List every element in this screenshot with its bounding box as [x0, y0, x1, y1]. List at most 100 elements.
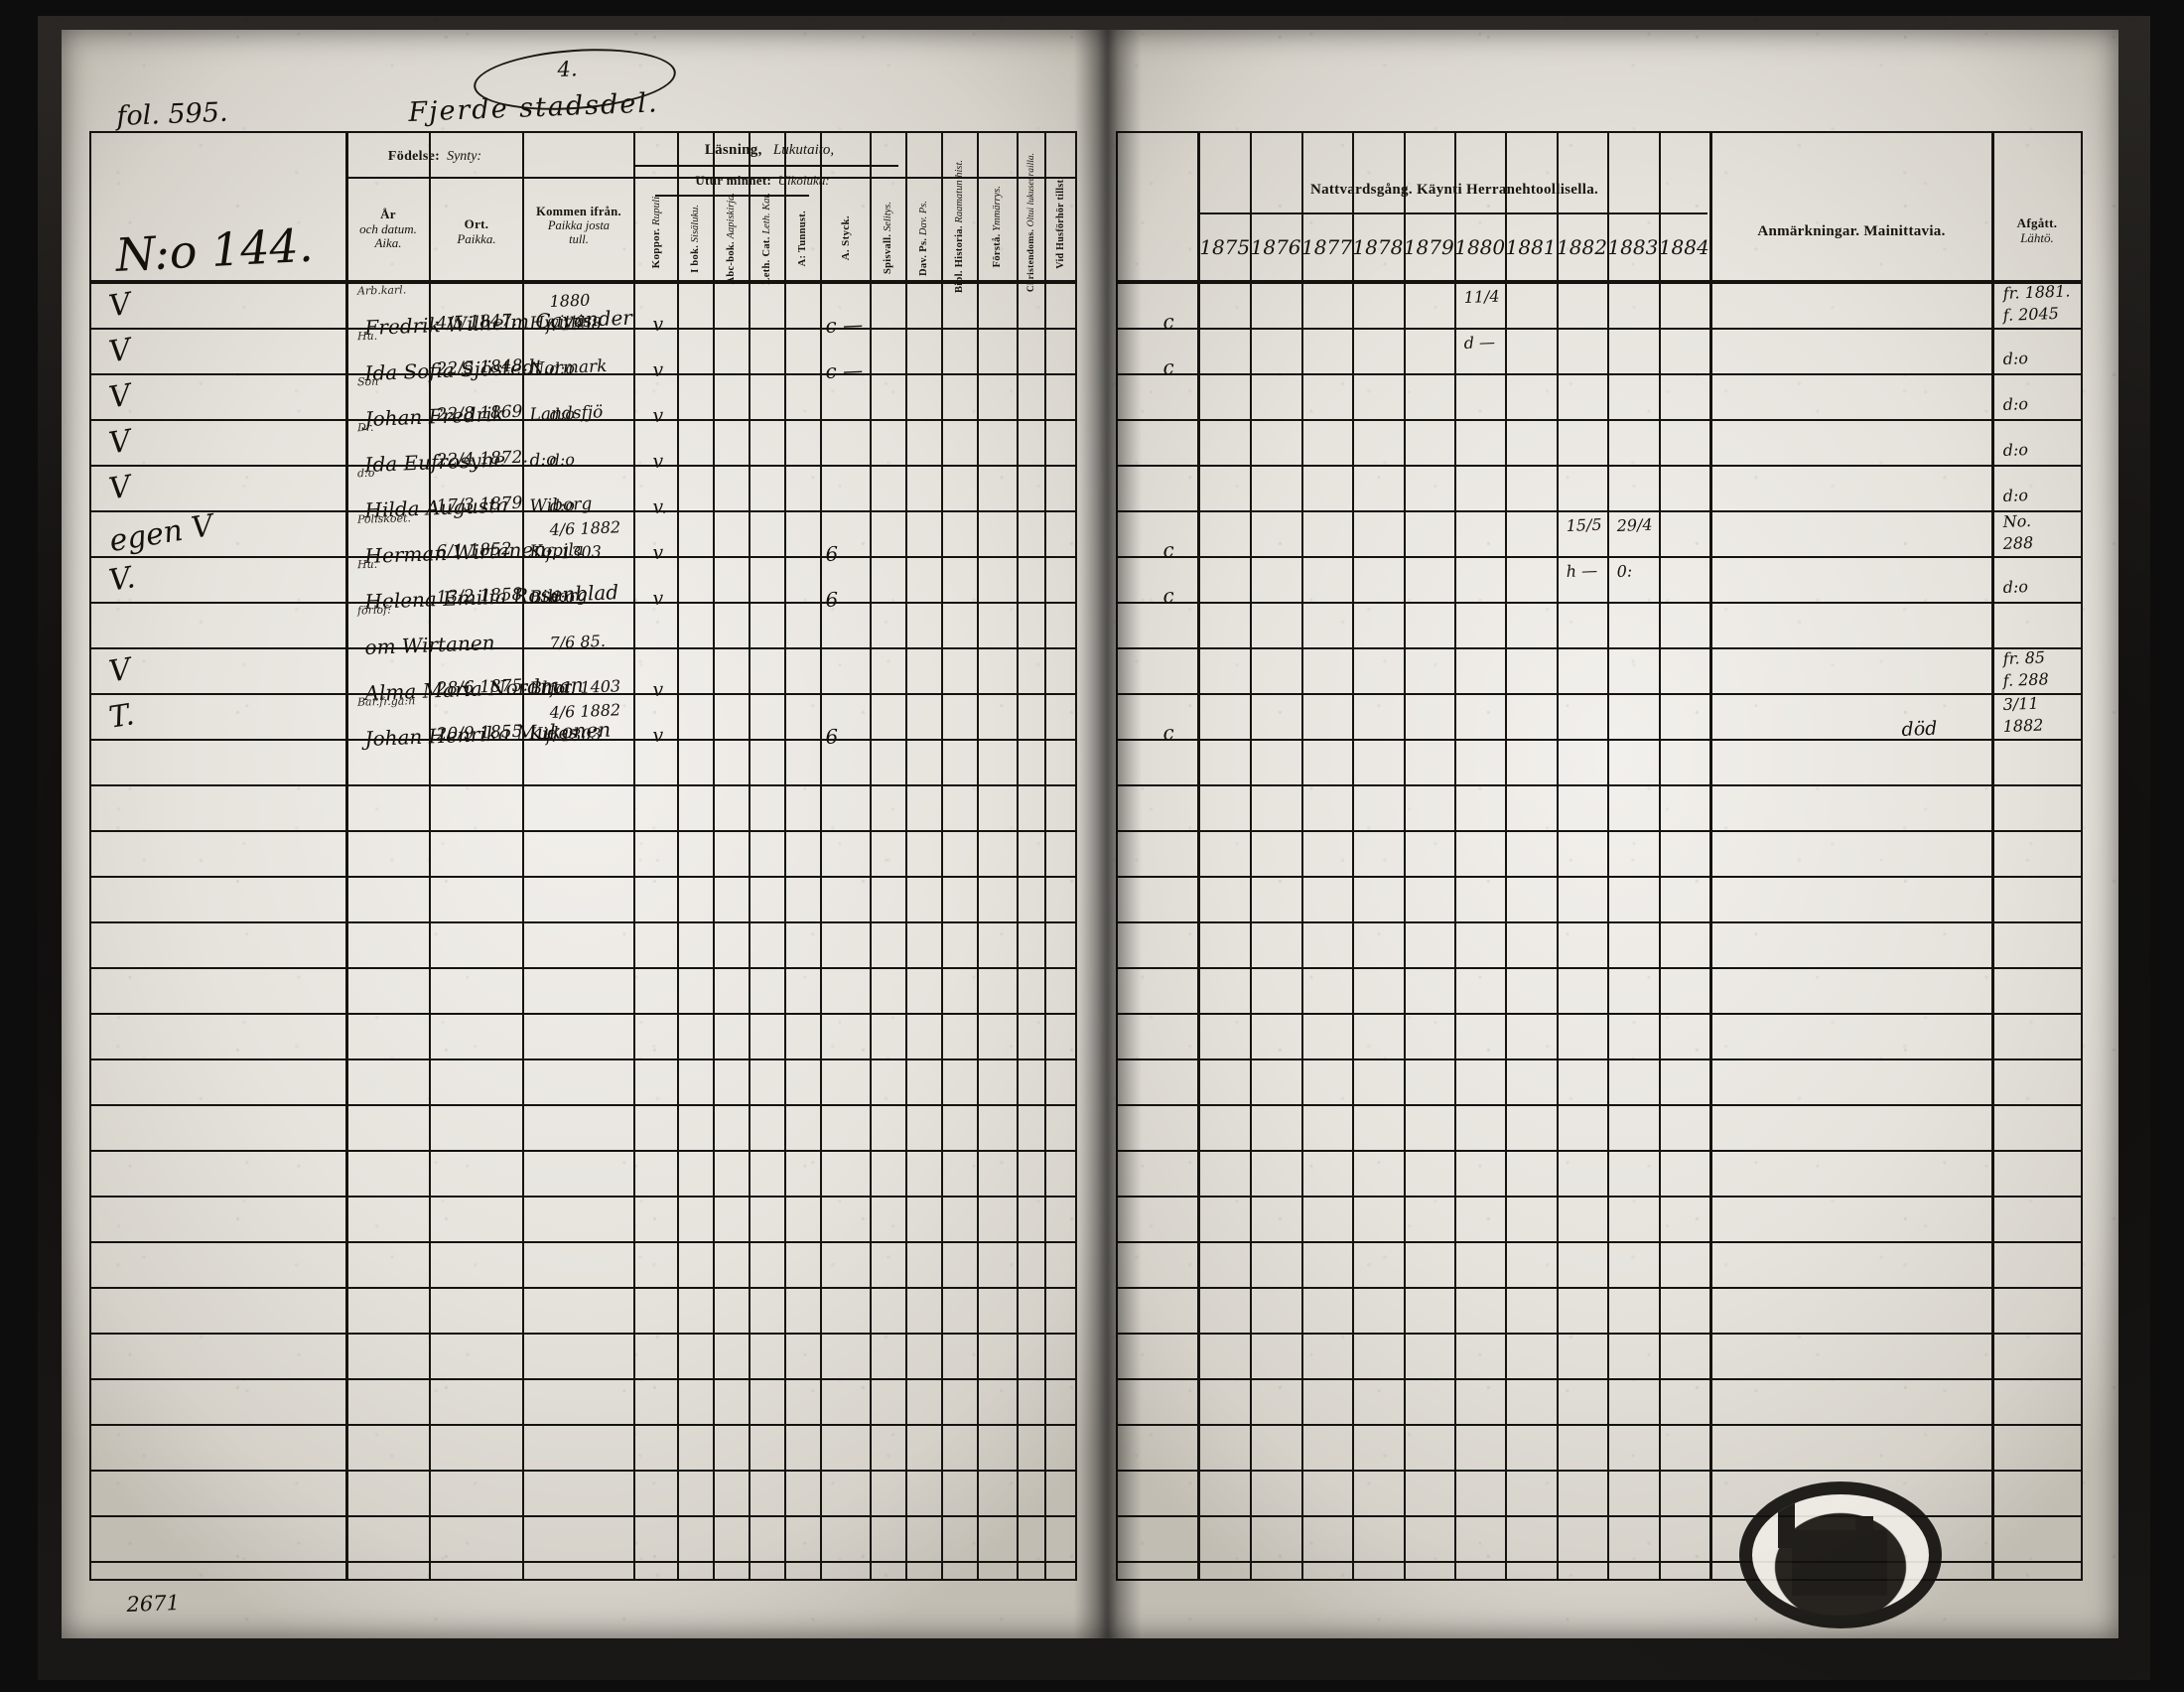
stamp-church-annex [1855, 1516, 1873, 1542]
row-relation-7: förlof: [356, 603, 392, 618]
row-birth-date-8: 28/6 1875. [436, 675, 529, 699]
left-register-table: Födelse: Synty: År och datum. Aika. Ort.… [89, 131, 1077, 1581]
r-row-departed2-5: 288 [2002, 532, 2034, 553]
r-row-departed1-3: d:o [2002, 440, 2029, 460]
year-col-sep-1880 [1454, 133, 1456, 1579]
row-rule [91, 1104, 1075, 1106]
row-rule [1118, 1241, 2081, 1243]
row-reading-6: 6 [825, 587, 839, 612]
reading-col-header-8: Förstå. Ymmärrys. [979, 175, 1017, 278]
row-came-from2-9: f. 1303 [545, 724, 603, 746]
r-col-sep-years-end [1709, 133, 1712, 1579]
reading-col-header-9: Christendoms. Oltui lukuseurailla. [1019, 153, 1044, 292]
rc1-l2: Aapiskirja. [726, 192, 738, 239]
row-rule [1118, 1287, 2081, 1289]
year-header-1883: 1883 [1607, 234, 1659, 259]
row-rule [1118, 1196, 2081, 1198]
row-smallpox-1: v [652, 358, 664, 381]
year-header-1875: 1875 [1199, 234, 1251, 259]
row-rule [91, 1515, 1075, 1517]
row-check-mark-9: T. [106, 697, 137, 736]
col-sep-read-5 [870, 133, 872, 1579]
rc2-l2: Leth. Kat. [761, 192, 773, 234]
smallpox-l1: Koppor. [649, 228, 662, 269]
row-rule [91, 373, 1075, 375]
row-rule [1118, 1470, 2081, 1472]
year-header-1880: 1880 [1454, 234, 1506, 259]
year-header-1882: 1882 [1557, 234, 1607, 259]
col-sep-birthyear [429, 133, 431, 1579]
came-from-l3: tull. [569, 232, 589, 246]
year-header-1881: 1881 [1505, 234, 1557, 259]
row-smallpox-0: v [652, 313, 664, 336]
row-rule [1118, 921, 2081, 923]
came-from-l2: Paikka josta [547, 218, 611, 232]
stamp-church-spire [1782, 1494, 1792, 1506]
col-sep-read-10 [1044, 133, 1046, 1579]
r-communion-6-1883: 0: [1616, 561, 1633, 581]
rc8-l1: Förstå. [992, 233, 1004, 268]
row-rule [91, 784, 1075, 786]
row-rule [91, 556, 1075, 558]
row-check-mark-1: V [106, 332, 134, 370]
col-sep-read-6 [905, 133, 907, 1579]
row-reading-0: c — [825, 312, 864, 338]
year-header-1878: 1878 [1352, 234, 1404, 259]
birth-place-header: Ort. Paikka. [431, 189, 522, 276]
row-rule [1118, 419, 2081, 421]
year-header-1884: 1884 [1658, 234, 1709, 259]
row-rule [1118, 556, 2081, 558]
reading-col-header-3: A: Tunnust. [786, 199, 820, 278]
row-check-mark-5: egen V [106, 507, 216, 560]
year-header-1879: 1879 [1403, 234, 1454, 259]
reading-col-header-7: Bibl. Historia. Raamatun hist. [943, 160, 977, 293]
row-rule [1118, 693, 2081, 695]
row-check-mark-8: V [106, 651, 134, 690]
year-col-sep-1883 [1607, 133, 1610, 1579]
row-rule [91, 1058, 1075, 1060]
row-rule [1118, 647, 2081, 649]
row-rule [91, 1424, 1075, 1426]
bottom-page-number: 2671 [126, 1590, 181, 1617]
reading-col-header-2: Leth. Cat. Leth. Kat. [751, 193, 784, 285]
r-row-lead-6: c [1162, 583, 1175, 608]
row-came-from-5: 4/6 1882 [549, 517, 621, 539]
r-row-departed1-4: d:o [2002, 486, 2029, 505]
row-check-mark-0: V [106, 286, 134, 325]
row-relation-6: Hu. [356, 557, 378, 572]
photo-edge-top [0, 0, 2184, 18]
rc4-l1: A. Styck. [839, 215, 852, 261]
came-from-l1: Kommen ifrån. [536, 205, 621, 218]
byheart-sv: Utur minnet: [695, 172, 772, 188]
birth-group-fi: Synty: [447, 149, 482, 165]
row-smallpox-8: v [652, 678, 664, 701]
row-rule [1118, 739, 2081, 741]
row-check-mark-2: V [106, 377, 134, 416]
household-number: N:o 144. [114, 217, 315, 282]
row-came-from-2: d:o [549, 404, 576, 424]
birth-group-rule [347, 177, 1075, 179]
r-row-departed1-0: fr. 1881. [2002, 281, 2071, 303]
folio-label: fol. 595. [115, 96, 229, 132]
photo-edge-bottom [0, 1678, 2184, 1692]
reading-group-header: Läsning, Lukutaito, [635, 135, 903, 165]
col-sep-name [345, 133, 348, 1579]
row-smallpox-2: v [652, 404, 664, 427]
col-sep-read-3 [784, 133, 786, 1579]
communion-group-header: Nattvardsgång. Käynti Herranehtoollisell… [1199, 169, 1709, 211]
row-rule [1118, 373, 2081, 375]
byheart-group-rule [655, 195, 809, 197]
reading-group-rule [633, 165, 898, 167]
row-relation-3: Dr. [356, 420, 374, 435]
row-rule [1118, 510, 2081, 512]
row-smallpox-4: v. [652, 495, 668, 518]
r-row-departed1-5: No. [2002, 510, 2032, 531]
year-header-1876: 1876 [1250, 234, 1301, 259]
communion-header-text: Nattvardsgång. Käynti Herranehtoollisell… [1309, 181, 1599, 198]
row-rule [1118, 967, 2081, 969]
reading-col-header-4: A. Styck. [822, 199, 870, 278]
r-communion-1-1880: d — [1463, 332, 1496, 352]
row-relation-1: Hu. [356, 329, 378, 344]
rc10-l1: Vid Husförhör tillst. [1055, 176, 1067, 269]
